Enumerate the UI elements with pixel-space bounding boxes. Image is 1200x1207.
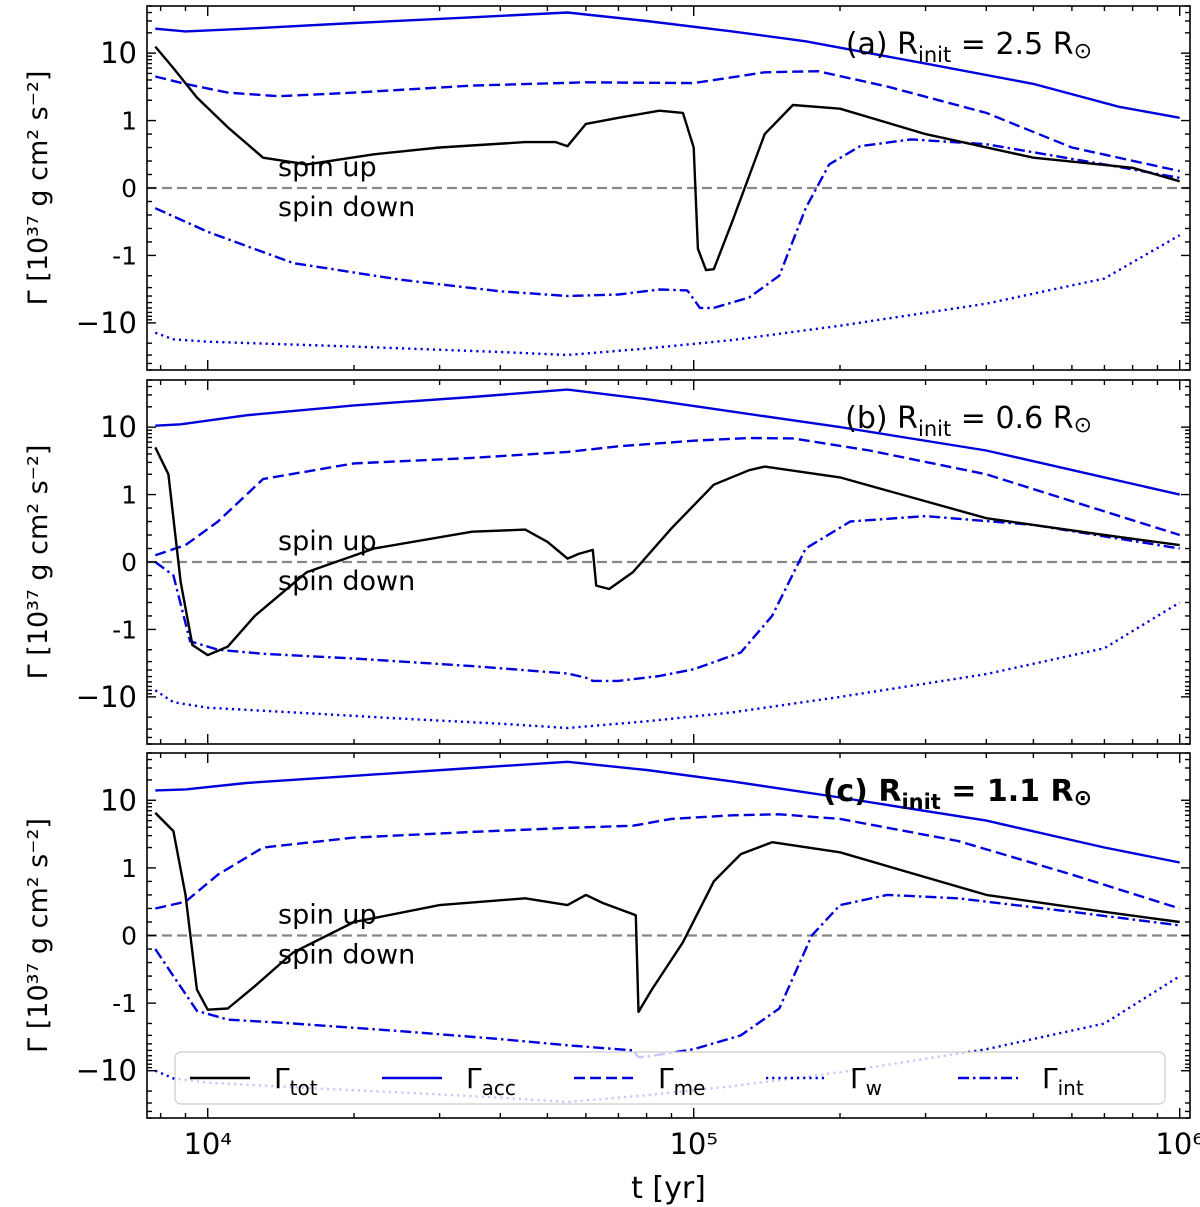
legend-label-w: Γw — [850, 1062, 882, 1100]
spin-down-label: spin down — [278, 566, 415, 597]
series-line-acc — [155, 11, 1180, 119]
y-tick-label: −10 — [76, 680, 137, 714]
y-tick-label: 1 — [121, 854, 137, 883]
y-axis-label: Γ [10³⁷ g cm² s⁻²] — [23, 445, 54, 680]
legend-label-tot: Γtot — [274, 1062, 318, 1100]
series-line-acc — [155, 388, 1180, 496]
spin-down-label: spin down — [278, 192, 415, 223]
spin-up-label: spin up — [278, 900, 377, 931]
series-line-w — [154, 234, 1181, 357]
legend-box — [174, 1051, 1166, 1105]
legend-label-acc: Γacc — [466, 1062, 516, 1100]
legend-label-me: Γme — [658, 1062, 705, 1100]
x-tick-label: 10⁵ — [669, 1127, 718, 1161]
panel-title: (b) Rinit = 0.6 R⊙ — [845, 401, 1092, 441]
y-tick-label: 0 — [121, 922, 137, 951]
series-line-me — [155, 813, 1181, 910]
y-tick-label: −10 — [76, 1054, 137, 1088]
y-tick-label: 1 — [121, 481, 137, 510]
series-line-acc — [155, 760, 1180, 864]
legend-label-int: Γint — [1042, 1062, 1084, 1100]
y-tick-label: 0 — [121, 548, 137, 577]
series-line-tot — [154, 45, 1181, 272]
y-tick-label: 10 — [100, 410, 137, 444]
spin-up-label: spin up — [278, 526, 377, 557]
series-group — [154, 760, 1181, 1104]
x-axis-label: t [yr] — [631, 1171, 706, 1206]
x-tick-label: 10⁴ — [183, 1127, 232, 1161]
spin-up-label: spin up — [278, 152, 377, 183]
panel-title: (a) Rinit = 2.5 R⊙ — [846, 27, 1092, 67]
series-line-tot — [154, 812, 1180, 1014]
y-tick-label: 10 — [100, 36, 137, 70]
series-line-w — [154, 601, 1181, 730]
panel-title: (c) Rinit = 1.1 R⊙ — [823, 774, 1092, 814]
series-group — [154, 11, 1181, 357]
legend: Γtot Γacc Γme Γw Γint — [174, 1051, 1166, 1105]
series-line-me — [154, 436, 1181, 557]
y-tick-label: −10 — [76, 306, 137, 340]
x-tick-label: 10⁶ — [1155, 1127, 1200, 1161]
series-line-tot — [154, 446, 1180, 657]
series-line-me — [155, 70, 1180, 173]
y-tick-label: 1 — [121, 107, 137, 136]
spin-down-label: spin down — [278, 940, 415, 971]
y-axis-label: Γ [10³⁷ g cm² s⁻²] — [23, 71, 54, 306]
y-tick-label: 10 — [100, 783, 137, 817]
series-line-int — [154, 138, 1180, 310]
y-tick-label: -1 — [112, 989, 137, 1018]
y-axis-label: Γ [10³⁷ g cm² s⁻²] — [23, 818, 54, 1053]
y-tick-label: -1 — [112, 241, 137, 270]
y-tick-label: 0 — [121, 174, 137, 203]
series-group — [154, 388, 1181, 730]
y-tick-label: -1 — [112, 615, 137, 644]
